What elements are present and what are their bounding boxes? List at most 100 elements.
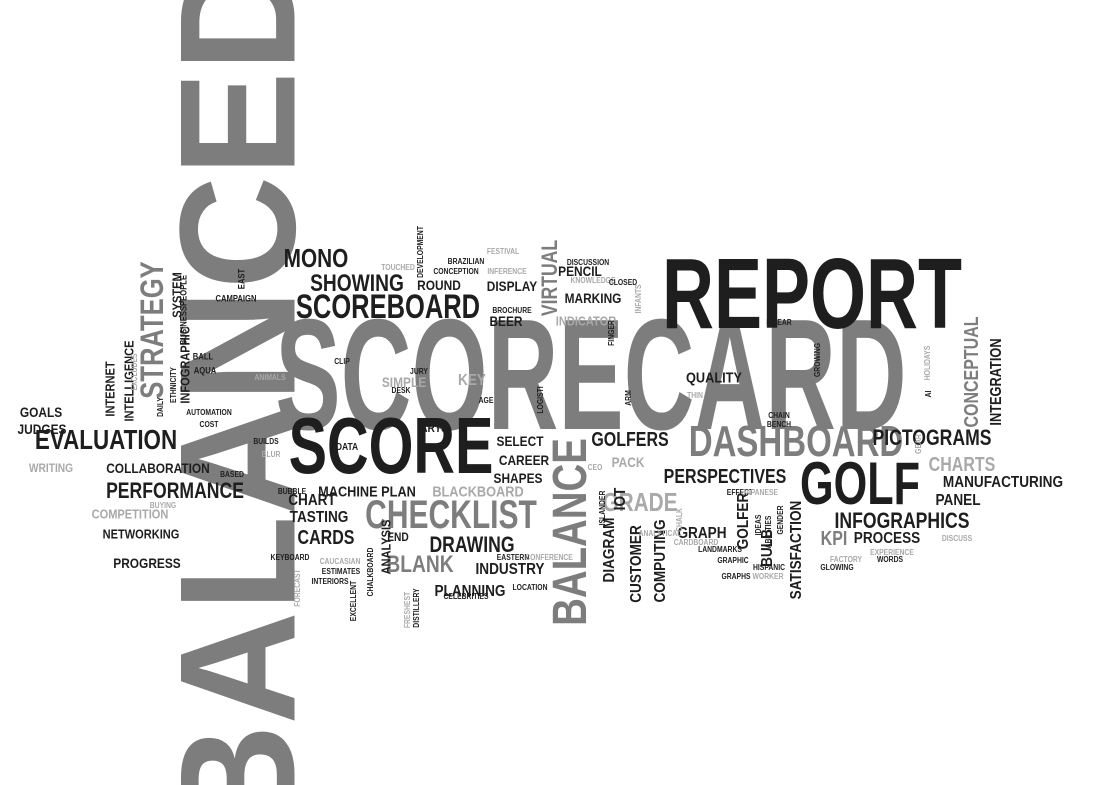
- word-gender: GENDER: [776, 505, 785, 535]
- word-golfer: GOLFER: [735, 492, 752, 550]
- word-effect: EFFECT: [726, 488, 754, 497]
- word-excludes: EXCLUDES: [130, 353, 139, 391]
- word-data: DATA: [335, 442, 359, 453]
- word-round: ROUND: [417, 277, 461, 293]
- word-interiors: INTERIORS: [311, 577, 349, 586]
- word-key: KEY: [458, 372, 486, 389]
- word-chalkboard: CHALKBOARD: [366, 547, 375, 597]
- word-campaign: CAMPAIGN: [215, 293, 257, 304]
- word-clip: CLIP: [334, 357, 350, 366]
- word-mono: MONO: [283, 243, 349, 273]
- word-cost: COST: [199, 420, 219, 429]
- word-showing: SHOWING: [310, 270, 404, 297]
- word-builds: BUILDS: [253, 437, 279, 446]
- word-shapes: SHAPES: [493, 470, 543, 486]
- word-graphs: GRAPHS: [721, 572, 751, 581]
- word-jury: JURY: [410, 367, 428, 376]
- word-blank: BLANK: [386, 551, 454, 578]
- word-performance: PERFORMANCE: [106, 478, 244, 503]
- word-logisti: LOGISTI: [536, 386, 545, 414]
- word-conception: CONCEPTION: [433, 267, 479, 276]
- word-pictograms: PICTOGRAMS: [872, 425, 992, 450]
- word-blur: BLUR: [261, 450, 281, 459]
- word-display: DISPLAY: [486, 278, 538, 294]
- word-collaboration: COLLABORATION: [106, 460, 210, 476]
- word-tasting: TASTING: [289, 509, 349, 526]
- word-scorecard: SCORECARD: [275, 287, 907, 463]
- word-islander: ISLANDER: [598, 490, 607, 526]
- word-pencil: PENCIL: [558, 263, 602, 279]
- word-brazilian: BRAZILIAN: [447, 257, 485, 266]
- word-cards: CARDS: [297, 527, 355, 549]
- word-discussion: DISCUSSION: [566, 258, 610, 267]
- word-drawing: DRAWING: [429, 532, 515, 557]
- word-conceptual: CONCEPTUAL: [961, 316, 983, 428]
- word-holidays: HOLIDAYS: [923, 345, 932, 381]
- word-ball: BALL: [192, 351, 214, 362]
- word-east: EAST: [236, 268, 247, 290]
- word-panel: PANEL: [935, 492, 981, 509]
- word-networking: NETWORKING: [102, 526, 180, 542]
- word-strategy: STRATEGY: [134, 261, 170, 399]
- word-age: AGE: [478, 396, 494, 405]
- word-thin: THIN: [687, 391, 703, 400]
- word-growing: GROWING: [813, 343, 822, 377]
- word-writing: WRITING: [28, 461, 74, 475]
- word-celebrities: CELEBRITIES: [443, 592, 489, 601]
- word-ai: AI: [924, 390, 933, 398]
- word-beer: BEER: [489, 313, 523, 329]
- word-aqua: AQUA: [193, 365, 217, 376]
- word-blackboard: BLACKBOARD: [432, 483, 524, 501]
- word-golf: GOLF: [800, 450, 920, 517]
- word-worker: WORKER: [752, 572, 784, 581]
- word-dashboard: DASHBOARD: [688, 417, 904, 466]
- word-arts: ARTS: [420, 421, 448, 435]
- word-arm: ARM: [624, 390, 633, 406]
- word-brochure: BROCHURE: [492, 306, 532, 315]
- word-score: SCORE: [288, 401, 494, 490]
- word-pack: PACK: [611, 454, 645, 470]
- word-factory: FACTORY: [829, 555, 863, 564]
- word-kpi: KPI: [820, 528, 848, 550]
- word-discuss: DISCUSS: [941, 534, 973, 543]
- word-landmarks: LANDMARKS: [698, 545, 742, 554]
- word-graph: GRAPH: [677, 525, 727, 542]
- word-graphic: GRAPHIC: [717, 556, 749, 565]
- word-golfers: GOLFERS: [591, 429, 669, 451]
- word-integration: INTEGRATION: [988, 338, 1005, 426]
- word-distillery: DISTILLERY: [412, 588, 421, 628]
- word-linear: LINEAR: [766, 318, 792, 327]
- word-ceo: CEO: [587, 463, 603, 472]
- word-marking: MARKING: [564, 290, 622, 306]
- word-keyboard: KEYBOARD: [270, 553, 310, 562]
- word-perspectives: PERSPECTIVES: [663, 466, 787, 488]
- word-based: BASED: [220, 470, 244, 479]
- word-planning: PLANNING: [434, 583, 506, 600]
- word-festival: FESTIVAL: [486, 247, 520, 256]
- word-experience: EXPERIENCE: [870, 548, 914, 557]
- word-infants: INFANTS: [634, 284, 643, 314]
- word-industry: INDUSTRY: [475, 561, 545, 578]
- word-japanese: JAPANESE: [741, 488, 779, 497]
- word-process: PROCESS: [853, 530, 921, 547]
- word-diagram: DIAGRAM: [601, 517, 618, 583]
- word-daily: DAILY: [156, 397, 165, 417]
- word-businesspeople: BUSINESSPEOPLE: [178, 274, 189, 346]
- word-estimates: ESTIMATES: [321, 567, 361, 576]
- word-words: WORDS: [876, 555, 904, 564]
- word-evaluation: EVALUATION: [34, 424, 178, 455]
- word-bubble: BUBBLE: [277, 487, 307, 496]
- word-animals: ANIMALS: [254, 373, 286, 382]
- word-conference: CONFERENCE: [525, 553, 573, 562]
- word-select: SELECT: [496, 433, 544, 449]
- word-abilities: ABILITIES: [764, 515, 773, 549]
- word-location: LOCATION: [512, 583, 548, 592]
- word-closed: CLOSED: [608, 278, 638, 287]
- word-manufacturing: MANUFACTURING: [942, 474, 1064, 491]
- word-caucasian: CAUCASIAN: [319, 557, 361, 566]
- word-satisfaction: SATISFACTION: [788, 500, 805, 600]
- word-judges: JUDGES: [17, 421, 67, 437]
- word-development: DEVELOPMENT: [416, 226, 425, 278]
- word-chart: CHART: [288, 492, 336, 509]
